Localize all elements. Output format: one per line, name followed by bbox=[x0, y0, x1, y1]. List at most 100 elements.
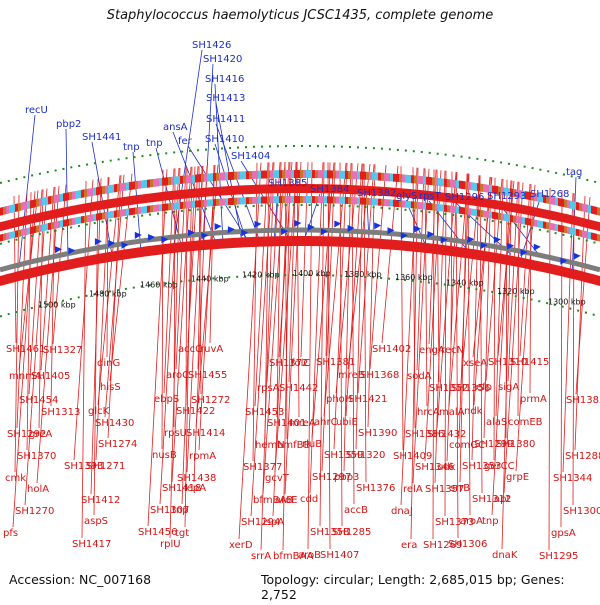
cog-color-strip-inner bbox=[105, 185, 108, 194]
cog-color-strip-outer bbox=[36, 225, 39, 233]
feature-arrow bbox=[334, 220, 342, 228]
gene-leader-line bbox=[296, 162, 300, 418]
cog-color-strip-inner bbox=[126, 182, 129, 191]
cog-color-strip-inner bbox=[294, 170, 297, 179]
cog-color-strip-outer bbox=[522, 216, 525, 225]
reverse-gene-strip bbox=[471, 196, 474, 206]
gene-label: ansA bbox=[163, 122, 188, 133]
cog-color-strip-inner bbox=[594, 206, 597, 216]
cog-color-strip-inner bbox=[90, 187, 93, 197]
forward-gene-strip bbox=[63, 260, 66, 271]
forward-gene-strip bbox=[504, 254, 507, 265]
reverse-gene-strip bbox=[588, 219, 591, 229]
cog-color-strip-outer bbox=[528, 218, 531, 226]
cog-color-strip-inner bbox=[516, 189, 519, 198]
cog-color-strip-inner bbox=[180, 175, 183, 184]
cog-color-strip-inner bbox=[243, 171, 246, 180]
gene-label: rpsT bbox=[419, 191, 442, 202]
reverse-gene-strip bbox=[150, 193, 153, 203]
cog-color-strip-outer bbox=[15, 230, 18, 238]
forward-gene-strip bbox=[75, 257, 78, 269]
cog-color-strip-outer bbox=[447, 205, 450, 213]
forward-gene-strip bbox=[255, 236, 258, 247]
cog-color-strip-inner bbox=[303, 170, 306, 179]
gene-label: SH1307 bbox=[150, 505, 189, 516]
cog-color-strip-inner bbox=[291, 170, 294, 179]
cog-color-strip-inner bbox=[174, 176, 177, 185]
cog-color-strip-outer bbox=[474, 208, 477, 217]
gene-label: engA bbox=[419, 345, 445, 356]
cog-color-strip-outer bbox=[330, 196, 333, 204]
cog-color-strip-outer bbox=[525, 217, 528, 226]
gene-label: aspS bbox=[84, 516, 108, 527]
forward-gene-strip bbox=[591, 273, 594, 285]
gene-label: SH1359 bbox=[324, 450, 363, 461]
reverse-gene-strip bbox=[63, 207, 66, 217]
forward-gene-strip bbox=[555, 264, 558, 276]
cog-color-strip-outer bbox=[372, 198, 375, 206]
cog-color-strip-outer bbox=[411, 201, 414, 209]
reverse-gene-strip bbox=[519, 204, 522, 214]
gene-label: ahrC bbox=[314, 417, 338, 428]
reverse-gene-strip bbox=[363, 185, 366, 195]
cog-color-strip-inner bbox=[423, 176, 426, 185]
reverse-gene-strip bbox=[543, 208, 546, 219]
forward-gene-strip bbox=[93, 254, 96, 265]
cog-color-strip-inner bbox=[153, 178, 156, 187]
cog-color-strip-inner bbox=[144, 179, 147, 189]
gene-leader-line bbox=[355, 163, 364, 450]
cog-color-strip-outer bbox=[60, 219, 63, 228]
cog-color-strip-inner bbox=[513, 188, 516, 198]
gene-label: SH1438 bbox=[177, 473, 216, 484]
forward-gene-strip bbox=[204, 239, 207, 251]
cog-color-strip-outer bbox=[570, 227, 573, 235]
cog-color-strip-inner bbox=[417, 175, 420, 184]
cog-color-strip-outer bbox=[75, 216, 78, 225]
cog-color-strip-outer bbox=[519, 216, 522, 224]
cog-color-strip-inner bbox=[432, 177, 435, 186]
reverse-gene-strip bbox=[510, 202, 513, 213]
gene-label: aroE bbox=[275, 495, 297, 506]
gene-leader-line bbox=[264, 162, 270, 440]
reverse-gene-strip bbox=[192, 188, 195, 198]
reverse-gene-strip bbox=[126, 196, 129, 206]
forward-gene-strip bbox=[585, 272, 588, 283]
gene-label: cdd bbox=[300, 494, 318, 505]
reverse-gene-strip bbox=[315, 184, 318, 194]
reverse-gene-strip bbox=[474, 196, 477, 207]
forward-gene-strip bbox=[429, 243, 432, 254]
cog-color-strip-inner bbox=[183, 175, 186, 184]
cog-color-strip-outer bbox=[12, 230, 15, 239]
gene-label: SH1293 bbox=[487, 191, 526, 202]
gene-leader-line bbox=[548, 187, 551, 551]
reverse-gene-strip bbox=[516, 203, 519, 214]
gene-label: phoH bbox=[326, 394, 352, 405]
reverse-gene-strip bbox=[48, 210, 51, 220]
cog-color-strip-inner bbox=[561, 198, 564, 208]
reverse-gene-strip bbox=[9, 219, 12, 229]
cog-color-strip-outer bbox=[120, 209, 123, 217]
reverse-gene-strip bbox=[225, 186, 228, 196]
cog-color-strip-inner bbox=[267, 170, 270, 179]
cog-color-strip-inner bbox=[363, 171, 366, 180]
reverse-gene-strip bbox=[231, 185, 234, 195]
cog-color-strip-inner bbox=[390, 173, 393, 182]
cog-color-strip-outer bbox=[285, 196, 288, 204]
cog-color-strip-outer bbox=[408, 200, 411, 209]
cog-color-strip-outer bbox=[402, 200, 405, 208]
gene-leader-line bbox=[175, 167, 187, 370]
forward-gene-strip bbox=[108, 251, 111, 263]
reverse-gene-strip bbox=[585, 218, 588, 229]
cog-color-strip-outer bbox=[480, 209, 483, 218]
gene-leader-line bbox=[434, 170, 446, 484]
gene-label: mnmA bbox=[9, 371, 42, 382]
cog-color-strip-outer bbox=[132, 207, 135, 215]
forward-gene-strip bbox=[342, 236, 345, 247]
reverse-gene-strip bbox=[513, 203, 516, 213]
forward-gene-strip bbox=[111, 251, 114, 262]
reverse-gene-strip bbox=[207, 187, 210, 197]
cog-color-strip-inner bbox=[447, 178, 450, 188]
forward-gene-strip bbox=[570, 268, 573, 280]
reverse-gene-strip bbox=[240, 185, 243, 195]
cog-color-strip-outer bbox=[465, 207, 468, 215]
